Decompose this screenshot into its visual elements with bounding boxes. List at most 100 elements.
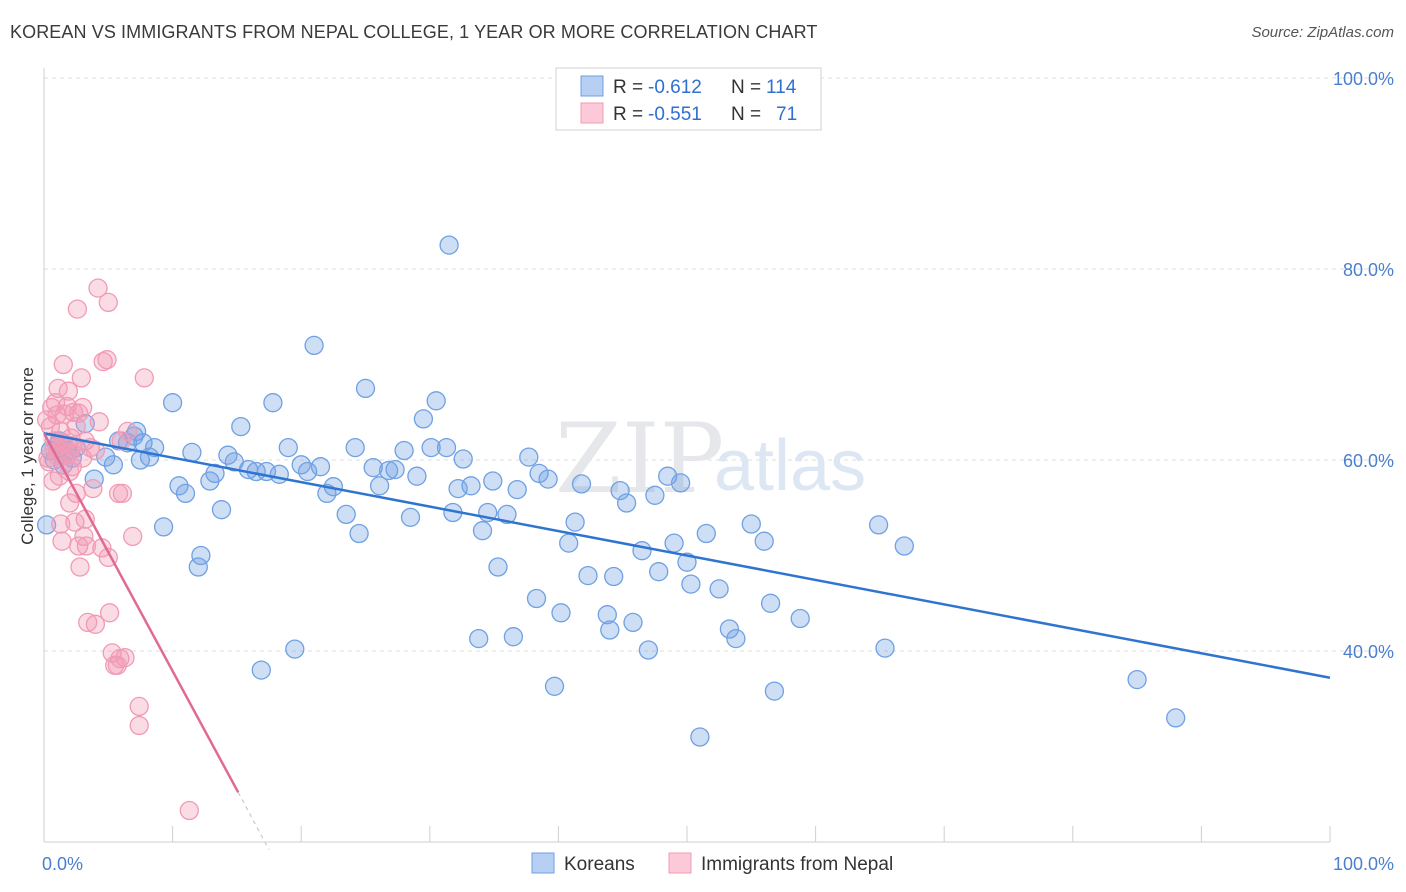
point-nepal-38: [72, 397, 93, 418]
point-nepal-55: [99, 603, 120, 623]
point-nepal-44: [78, 612, 98, 633]
point-koreans-21: [153, 517, 174, 537]
watermark: ZIP atlas: [555, 403, 866, 515]
y-tick-label-1: 80.0%: [1343, 260, 1394, 280]
point-koreans-108: [760, 593, 781, 613]
point-nepal-33: [67, 299, 88, 319]
watermark-atlas: atlas: [714, 426, 866, 506]
point-koreans-57: [400, 507, 421, 527]
point-koreans-110: [790, 608, 810, 629]
point-koreans-26: [188, 557, 208, 577]
point-nepal-37: [71, 368, 91, 388]
point-koreans-29: [205, 463, 225, 484]
point-koreans-101: [690, 727, 710, 747]
data-points: [36, 235, 1186, 821]
x-tick-label-1: 100.0%: [1333, 854, 1394, 874]
point-nepal-36: [70, 557, 90, 577]
point-nepal-62: [115, 648, 135, 668]
point-koreans-60: [421, 437, 441, 458]
source-label: Source: ZipAtlas.com: [1251, 24, 1394, 41]
point-nepal-49: [89, 412, 109, 432]
point-nepal-48: [88, 278, 108, 298]
point-koreans-30: [211, 500, 232, 520]
point-koreans-11: [96, 447, 116, 467]
point-koreans-98: [670, 473, 691, 493]
trend-line-nepal-extension: [237, 792, 270, 850]
point-koreans-52: [363, 457, 383, 478]
point-koreans-41: [285, 639, 305, 659]
legend: R = -0.612 N = 114 R = -0.551 N = 71: [555, 67, 822, 131]
point-koreans-22: [162, 393, 183, 413]
point-nepal-46: [83, 478, 103, 499]
point-koreans-27: [191, 545, 211, 566]
point-koreans-111: [868, 515, 889, 535]
y-axis-label: College, 1 year or more: [18, 367, 37, 545]
point-koreans-0: [36, 515, 57, 535]
point-koreans-93: [638, 640, 659, 660]
point-koreans-112: [875, 638, 895, 658]
legend-n-value-2: 71: [776, 104, 797, 125]
point-nepal-52: [97, 350, 117, 370]
bottom-legend: Koreans Immigrants from Nepal: [531, 852, 893, 875]
trend-line-koreans: [43, 432, 1331, 679]
point-koreans-24: [175, 483, 196, 504]
point-koreans-104: [719, 619, 740, 639]
point-koreans-86: [597, 605, 617, 625]
gridlines: [44, 77, 1394, 652]
legend-r-label-2: R =: [613, 104, 643, 125]
tick-labels: 100.0% 80.0% 60.0% 40.0% 0.0% 100.0%: [42, 69, 1394, 874]
point-nepal-68: [179, 800, 199, 821]
point-koreans-68: [469, 628, 489, 649]
point-koreans-87: [604, 566, 624, 587]
legend-n-label-2: N =: [731, 104, 761, 125]
point-koreans-79: [538, 469, 558, 489]
point-nepal-64: [123, 526, 143, 547]
point-koreans-45: [310, 457, 331, 477]
point-koreans-59: [413, 409, 434, 429]
point-koreans-25: [182, 442, 202, 463]
point-koreans-109: [764, 681, 785, 701]
point-koreans-74: [503, 627, 524, 647]
point-koreans-83: [565, 512, 585, 532]
point-koreans-75: [507, 479, 527, 500]
point-koreans-71: [483, 471, 503, 491]
point-koreans-38: [263, 393, 283, 413]
point-koreans-81: [551, 603, 571, 623]
point-nepal-23: [60, 493, 80, 513]
point-koreans-76: [519, 447, 539, 467]
trend-lines: [42, 432, 1331, 850]
point-koreans-50: [349, 523, 369, 544]
point-koreans-53: [369, 476, 390, 496]
point-koreans-58: [407, 466, 427, 486]
point-koreans-54: [378, 460, 399, 481]
point-nepal-67: [134, 368, 154, 388]
point-koreans-33: [231, 416, 251, 437]
point-koreans-36: [251, 660, 271, 680]
point-koreans-48: [336, 504, 356, 525]
point-nepal-34: [69, 536, 89, 556]
bottom-legend-swatch-koreans: [531, 852, 555, 874]
point-koreans-106: [741, 514, 761, 534]
point-nepal-22: [58, 381, 79, 401]
x-tick-label-0: 0.0%: [42, 854, 83, 874]
point-koreans-95: [649, 562, 669, 582]
point-koreans-100: [681, 574, 701, 594]
legend-n-label-1: N =: [731, 77, 761, 98]
point-koreans-91: [623, 612, 643, 633]
point-koreans-65: [453, 449, 473, 469]
point-koreans-115: [1166, 708, 1186, 728]
watermark-zip: ZIP: [555, 403, 724, 515]
legend-r-label-1: R =: [613, 77, 643, 98]
point-koreans-105: [726, 628, 746, 649]
bottom-legend-swatch-nepal: [668, 852, 692, 874]
point-koreans-39: [269, 464, 289, 484]
point-nepal-61: [112, 483, 133, 504]
point-koreans-94: [645, 485, 665, 505]
point-koreans-88: [600, 620, 620, 640]
point-koreans-69: [472, 521, 493, 541]
point-koreans-20: [144, 437, 165, 458]
point-koreans-61: [426, 391, 446, 411]
point-koreans-107: [754, 531, 774, 551]
legend-swatch-koreans: [580, 75, 604, 97]
